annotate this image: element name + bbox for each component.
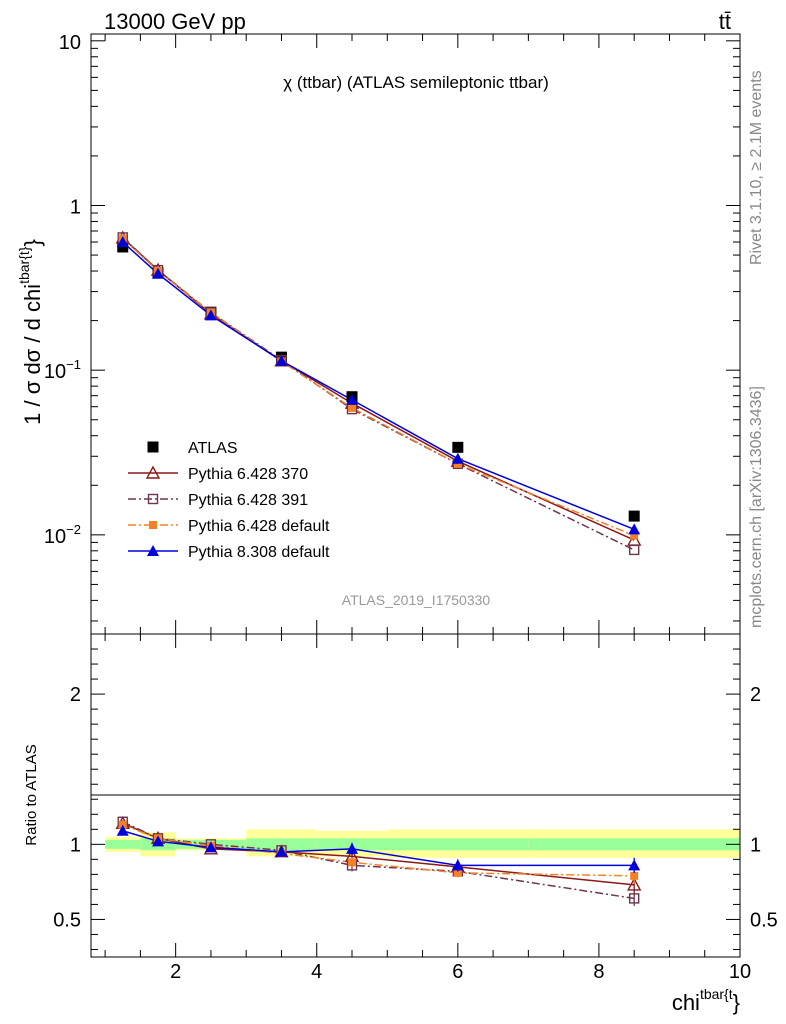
legend-label-pythia-6-428-default: Pythia 6.428 default <box>188 518 330 535</box>
uncertainty-band-inner <box>387 838 529 851</box>
ratio-point-pythia-6-428-370 <box>627 877 642 891</box>
legend-label-pythia-6-428-370: Pythia 6.428 370 <box>188 466 308 483</box>
energy-label: 13000 GeV pp <box>104 9 246 34</box>
ratio-y-tick-label-left: 2 <box>70 684 81 706</box>
x-tick-label: 2 <box>170 961 181 983</box>
uncertainty-band-inner <box>246 838 317 851</box>
x-tick-label: 6 <box>452 961 463 983</box>
legend-marker-atlas <box>147 441 159 453</box>
point-pythia-8-308-default <box>628 523 641 535</box>
point-atlas <box>628 510 640 522</box>
ratio-point-pythia-8-308-default <box>275 845 288 857</box>
uncertainty-band-inner <box>528 838 740 851</box>
main-y-tick-label: 1 <box>70 196 81 218</box>
ratio-panel: 0.5 0.5 1 1 2 2 2 4 6 8 10 Ratio to ATLAS chitbar{… <box>23 633 778 1015</box>
process-label: tt̄ <box>719 9 731 34</box>
x-tick-label: 8 <box>593 961 604 983</box>
main-y-axis-label: 1 / σ dσ / d chitbar{t}} <box>16 239 45 425</box>
ratio-point-pythia-8-308-default <box>451 859 464 871</box>
x-axis-label: chitbar{t} <box>672 986 740 1015</box>
legend-marker-pythia-6-428-370 <box>145 465 161 479</box>
ratio-point-pythia-6-428-default <box>118 820 127 829</box>
legend-label-atlas: ATLAS <box>188 440 238 457</box>
ratio-point-pythia-6-428-default <box>453 868 462 877</box>
ratio-point-pythia-6-428-default <box>630 871 639 880</box>
point-pythia-6-428-391 <box>628 544 640 556</box>
ratio-point-pythia-8-308-default <box>116 824 129 836</box>
point-pythia-6-428-default <box>630 531 639 540</box>
ratio-y-tick-label-left: 0.5 <box>53 909 81 931</box>
point-pythia-6-428-default <box>348 403 357 412</box>
ratio-point-pythia-6-428-391 <box>628 893 640 904</box>
legend-marker-pythia-6-428-default <box>149 521 157 529</box>
point-pythia-8-308-default <box>451 452 464 464</box>
main-y-tick-label: 10−2 <box>44 522 81 548</box>
ratio-point-pythia-6-428-default <box>348 858 357 867</box>
series-line-pythia-8-308-default <box>122 241 635 531</box>
main-y-tick-label: 10−1 <box>44 357 81 383</box>
legend-marker-pythia-6-428-391 <box>147 493 159 505</box>
chart-title: χ (ttbar) (ATLAS semileptonic ttbar) <box>283 73 549 92</box>
ratio-y-tick-label-right: 2 <box>750 684 761 706</box>
ratio-point-pythia-8-308-default <box>204 841 217 853</box>
analysis-watermark: ATLAS_2019_I1750330 <box>342 592 491 608</box>
point-pythia-8-308-default <box>116 236 129 248</box>
point-pythia-6-428-default <box>453 459 462 468</box>
ratio-point-pythia-8-308-default <box>628 859 641 871</box>
x-tick-label: 4 <box>311 961 322 983</box>
ratio-y-tick-label-right: 1 <box>750 834 761 856</box>
ratio-point-pythia-8-308-default <box>152 835 165 847</box>
x-tick-label: 10 <box>729 961 751 983</box>
point-atlas <box>452 441 464 453</box>
legend-label-pythia-6-428-391: Pythia 6.428 391 <box>188 492 308 509</box>
point-pythia-8-308-default <box>346 393 359 405</box>
ratio-y-tick-label-left: 1 <box>70 834 81 856</box>
point-pythia-8-308-default <box>152 267 165 279</box>
main-y-tick-label: 10 <box>59 32 81 54</box>
rivet-version-label: Rivet 3.1.10, ≥ 2.1M events <box>748 70 765 265</box>
main-panel: χ (ttbar) (ATLAS semileptonic ttbar) ATL… <box>16 32 741 635</box>
point-pythia-8-308-default <box>275 354 288 366</box>
legend: ATLAS Pythia 6.428 370 Pythia 6.428 391 Pyt… <box>128 440 330 561</box>
uncertainty-band-inner <box>105 839 141 849</box>
ratio-y-axis-label: Ratio to ATLAS <box>23 744 40 845</box>
ratio-y-tick-label-right: 0.5 <box>750 909 778 931</box>
legend-marker-pythia-8-308-default <box>147 545 159 556</box>
legend-label-pythia-8-308-default: Pythia 8.308 default <box>188 544 330 561</box>
ratio-point-pythia-8-308-default <box>346 842 359 854</box>
mcplots-label: mcplots.cern.ch [arXiv:1306.3436] <box>748 386 765 628</box>
ratio-frame <box>90 633 741 958</box>
point-pythia-8-308-default <box>204 309 217 321</box>
